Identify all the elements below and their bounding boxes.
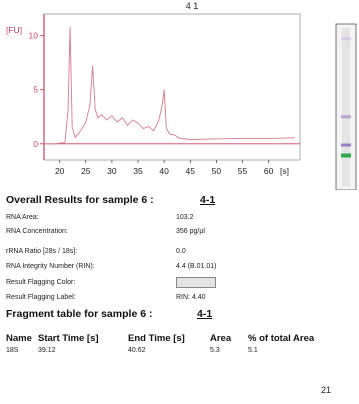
x-tick-label-30: 30: [107, 166, 117, 176]
page-number: 21: [321, 385, 332, 395]
cell-end-time: 40.62: [128, 347, 146, 354]
rna-area-value: 103.2: [176, 214, 194, 221]
flagging-color-label: Result Flagging Color:: [6, 279, 76, 286]
y-tick-label-10: 10: [29, 31, 39, 41]
x-tick-label-40: 40: [159, 166, 169, 176]
col-header-name: Name: [6, 333, 32, 344]
x-tick-label-50: 50: [212, 166, 222, 176]
x-tick-label-35: 35: [133, 166, 143, 176]
x-tick-label-25: 25: [81, 166, 91, 176]
series-line-0: [44, 26, 295, 145]
fragment-table-sample: 4-1: [197, 308, 213, 320]
x-tick-label-55: 55: [238, 166, 248, 176]
chart-title: 4 1: [186, 1, 199, 11]
electropherogram-chart: 4 1 [FU] 0 5 10 20 25 30 35 40 45 50 55 60 [s]: [6, 1, 357, 190]
flagging-color-swatch: [176, 277, 216, 288]
rna-concentration-value: 356 pg/µl: [176, 228, 205, 235]
cell-percent-area: 5.1: [248, 347, 258, 354]
flagging-label-label: Result Flagging Label:: [6, 294, 76, 301]
gel-lane-strip: [342, 28, 350, 186]
gel-band-0: [341, 37, 351, 41]
y-tick-label-5: 5: [33, 85, 38, 95]
overall-results-title: Overall Results for sample 6 :: [6, 194, 154, 206]
col-header-start-time: Start Time [s]: [38, 333, 99, 344]
x-tick-label-45: 45: [186, 166, 196, 176]
rrna-ratio-value: 0.0: [176, 248, 186, 255]
x-axis-label: [s]: [280, 166, 289, 176]
rna-concentration-label: RNA Concentration:: [6, 228, 68, 235]
fragment-table-title: Fragment table for sample 6 :: [6, 308, 153, 320]
cell-area: 5.3: [210, 347, 220, 354]
x-tick-label-20: 20: [55, 166, 65, 176]
flagging-label-value: RIN: 4.40: [176, 294, 206, 301]
rin-label: RNA Integrity Number (RIN):: [6, 263, 95, 270]
col-header-end-time: End Time [s]: [128, 333, 185, 344]
y-tick-label-0: 0: [33, 139, 38, 149]
rna-area-label: RNA Area:: [6, 214, 39, 221]
col-header-area: Area: [210, 333, 232, 344]
y-axis-label: [FU]: [6, 25, 22, 35]
x-tick-label-60: 60: [264, 166, 274, 176]
cell-start-time: 39.12: [38, 347, 56, 354]
gel-band-3: [341, 153, 351, 158]
overall-results-sample: 4-1: [200, 194, 216, 206]
col-header-percent-area: % of total Area: [248, 333, 315, 344]
rrna-ratio-label: rRNA Ratio [28s / 18s]:: [6, 248, 78, 255]
gel-band-1: [341, 115, 351, 119]
gel-band-2: [341, 143, 351, 147]
cell-name: 18S: [6, 347, 19, 354]
gel-lane: [335, 23, 357, 190]
rin-value: 4.4 (B.01.01): [176, 263, 217, 270]
